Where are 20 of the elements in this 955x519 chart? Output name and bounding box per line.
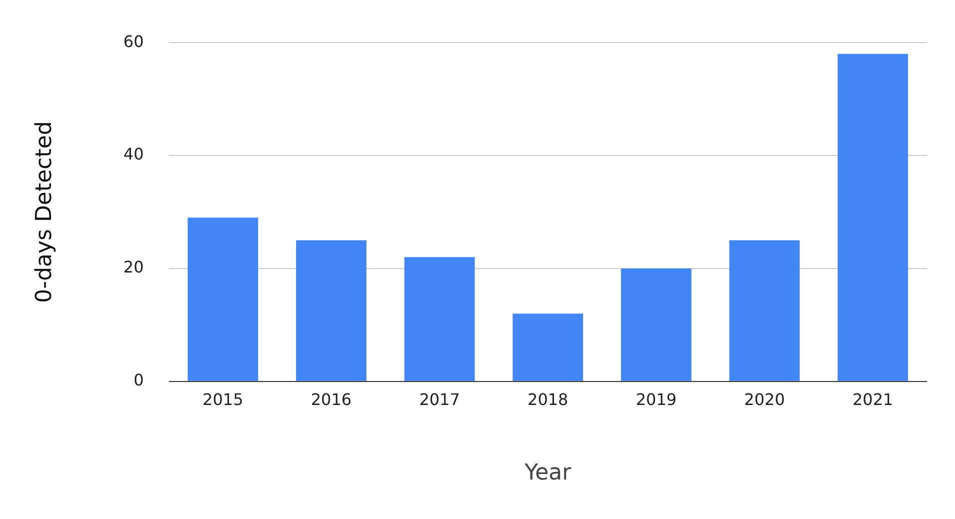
y-tick-label: 20 xyxy=(123,258,144,277)
bar xyxy=(512,314,584,381)
bar xyxy=(404,257,475,381)
bar xyxy=(188,218,258,381)
y-tick-label: 60 xyxy=(123,32,144,51)
x-tick-label: 2018 xyxy=(528,390,568,410)
y-tick-label: 40 xyxy=(123,144,144,164)
bar xyxy=(729,240,800,381)
bar xyxy=(620,268,692,381)
bar xyxy=(296,240,366,381)
bar xyxy=(838,54,908,381)
y-axis-title: 0-days Detected xyxy=(32,121,57,303)
x-tick-label: 2021 xyxy=(852,390,894,410)
x-tick-label: 2019 xyxy=(636,390,677,410)
x-tick-label: 2016 xyxy=(310,390,352,410)
x-axis-title: Year xyxy=(524,460,572,486)
x-tick-label: 2015 xyxy=(202,390,244,410)
y-tick-label: 0 xyxy=(134,370,144,390)
x-tick-label: 2020 xyxy=(744,390,785,410)
x-tick-label: 2017 xyxy=(419,390,460,410)
